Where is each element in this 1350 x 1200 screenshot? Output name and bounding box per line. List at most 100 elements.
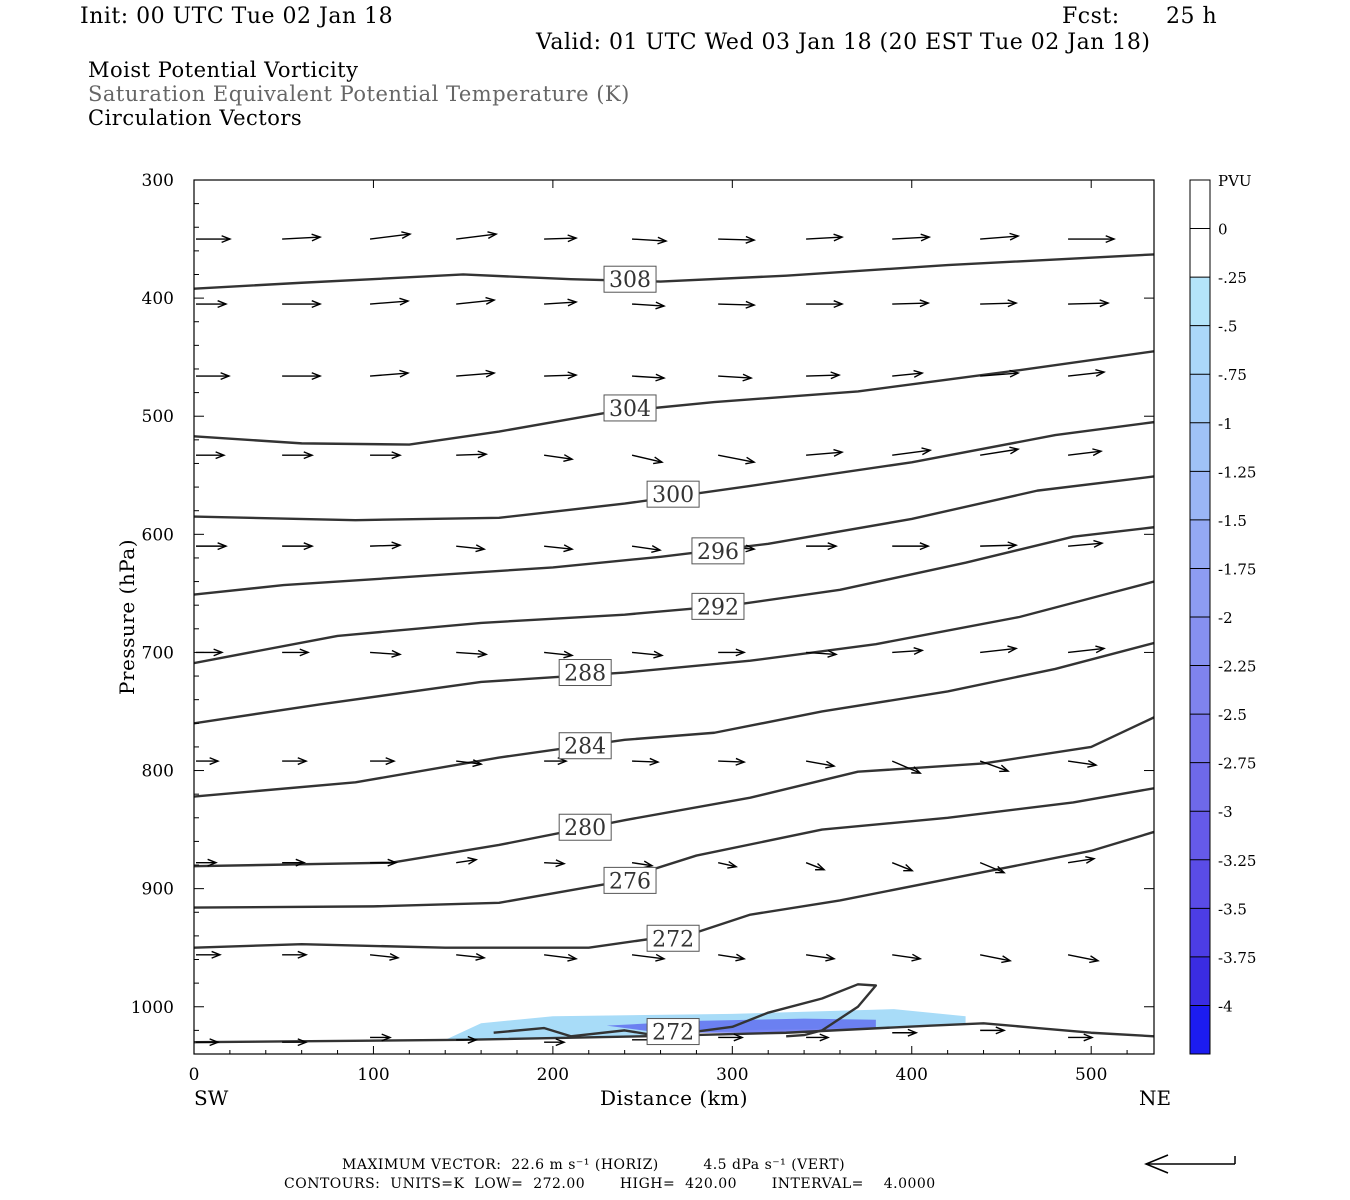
- circulation-vector: [370, 1033, 392, 1042]
- plot-frame: [193, 179, 1155, 1055]
- reference-vector-icon: [1144, 1154, 1236, 1174]
- circulation-vector: [980, 1026, 1007, 1035]
- theta-e-contour: [194, 641, 1154, 798]
- svg-text:272: 272: [652, 927, 694, 952]
- circulation-vector: [282, 451, 315, 460]
- circulation-vector: [196, 757, 220, 766]
- circulation-vector: [370, 649, 402, 658]
- colorbar-segment: [1190, 762, 1210, 812]
- circulation-vector: [282, 233, 323, 242]
- circulation-vector: [369, 952, 400, 961]
- circulation-vector: [892, 299, 931, 308]
- circulation-vector: [631, 650, 664, 659]
- contour-label: 288: [558, 659, 612, 687]
- circulation-vector: [805, 760, 836, 769]
- colorbar-segment: [1190, 325, 1210, 375]
- field-moist-pv: Moist Potential Vorticity: [88, 58, 359, 82]
- colorbar-label: -1.75: [1218, 560, 1256, 578]
- circulation-vector: [544, 1038, 566, 1047]
- y-tick-label: 800: [142, 762, 174, 782]
- circulation-vector: [806, 371, 841, 380]
- contour-label: 304: [603, 394, 657, 422]
- svg-text:288: 288: [564, 662, 606, 687]
- circulation-vector: [891, 862, 914, 872]
- circulation-vector: [456, 450, 489, 459]
- cross-section-chart: 0 100 200 300 400 500 300 400 500 600 700 800 900 100…: [115, 171, 1256, 1110]
- circulation-vector: [806, 542, 838, 551]
- colorbar-label: -.75: [1218, 366, 1247, 384]
- svg-text:284: 284: [564, 735, 606, 760]
- circulation-vector: [544, 953, 578, 962]
- contours-note: CONTOURS: UNITS=K LOW= 272.00 HIGH= 420.…: [284, 1176, 936, 1192]
- circulation-vector: [892, 447, 933, 456]
- circulation-vector: [1068, 235, 1116, 244]
- circulation-vector: [456, 369, 497, 378]
- circulation-vector: [282, 372, 323, 381]
- circulation-vector: [806, 1033, 830, 1042]
- circulation-vector: [891, 760, 922, 774]
- colorbar-label: -2.5: [1218, 706, 1247, 724]
- field-sat-theta-e: Saturation Equivalent Potential Temperat…: [88, 82, 630, 106]
- circulation-vector: [282, 542, 315, 551]
- circulation-vector: [631, 454, 664, 465]
- circulation-vector: [631, 953, 666, 962]
- circulation-vector: [980, 446, 1021, 456]
- svg-text:300: 300: [652, 483, 694, 508]
- circulation-vector: [718, 648, 747, 657]
- colorbar-segment: [1190, 277, 1210, 327]
- circulation-vector: [980, 299, 1019, 308]
- theta-e-contour: [194, 350, 1154, 446]
- forecast-hour: 25 h: [1166, 4, 1218, 29]
- contour-label: 276: [603, 866, 657, 894]
- circulation-vector: [544, 298, 578, 307]
- colorbar-label: -3.75: [1218, 949, 1256, 967]
- colorbar-segment: [1190, 665, 1210, 715]
- circulation-vector: [544, 371, 578, 380]
- circulation-vector: [370, 451, 402, 460]
- circulation-vector: [718, 373, 754, 382]
- contour-label: 280: [558, 813, 612, 841]
- circulation-vector: [806, 448, 844, 457]
- circulation-vector: [370, 757, 396, 766]
- circulation-vector: [196, 542, 228, 551]
- colorbar-segment: [1190, 617, 1210, 667]
- x-tick-label: 300: [716, 1065, 748, 1085]
- colorbar-segment: [1190, 908, 1210, 958]
- colorbar-label: -1.25: [1218, 463, 1256, 481]
- circulation-vector: [632, 757, 660, 766]
- circulation-vector: [718, 300, 757, 309]
- colorbar-segment: [1190, 811, 1210, 861]
- circulation-vector: [456, 649, 489, 658]
- x-tick-label: 400: [896, 1065, 928, 1085]
- circulation-vector: [892, 646, 925, 655]
- contour-label: 272: [646, 1018, 700, 1046]
- circulation-vector: [980, 369, 1021, 378]
- circulation-vector: [1067, 448, 1103, 457]
- circulation-vector: [806, 300, 844, 309]
- circulation-vector: [282, 1038, 309, 1047]
- colorbar-label: -.5: [1218, 318, 1237, 336]
- colorbar-segment: [1190, 1005, 1210, 1055]
- field-circulation: Circulation Vectors: [88, 106, 303, 130]
- colorbar-label: -1: [1218, 415, 1233, 433]
- colorbar-segment: [1190, 859, 1210, 909]
- circulation-vector: [1067, 759, 1098, 768]
- circulation-vector: [456, 296, 497, 305]
- colorbar-label: 0: [1218, 221, 1228, 239]
- circulation-vector: [1067, 954, 1100, 964]
- circulation-vector: [806, 233, 844, 242]
- circulation-vector: [980, 232, 1021, 241]
- colorbar-segment: [1190, 956, 1210, 1006]
- circulation-vector: [196, 451, 226, 460]
- colorbar-label: -.25: [1218, 269, 1247, 287]
- colorbar-label: -3: [1218, 803, 1233, 821]
- circulation-vector: [456, 856, 479, 865]
- theta-e-contour: [194, 716, 1154, 868]
- circulation-vector: [892, 369, 925, 378]
- y-axis-label: Pressure (hPa): [115, 539, 139, 695]
- circulation-vector: [370, 297, 410, 306]
- circulation-vector: [980, 645, 1019, 654]
- circulation-vector: [1068, 1033, 1094, 1042]
- circulation-vector: [370, 369, 410, 378]
- circulation-vector: [196, 858, 218, 867]
